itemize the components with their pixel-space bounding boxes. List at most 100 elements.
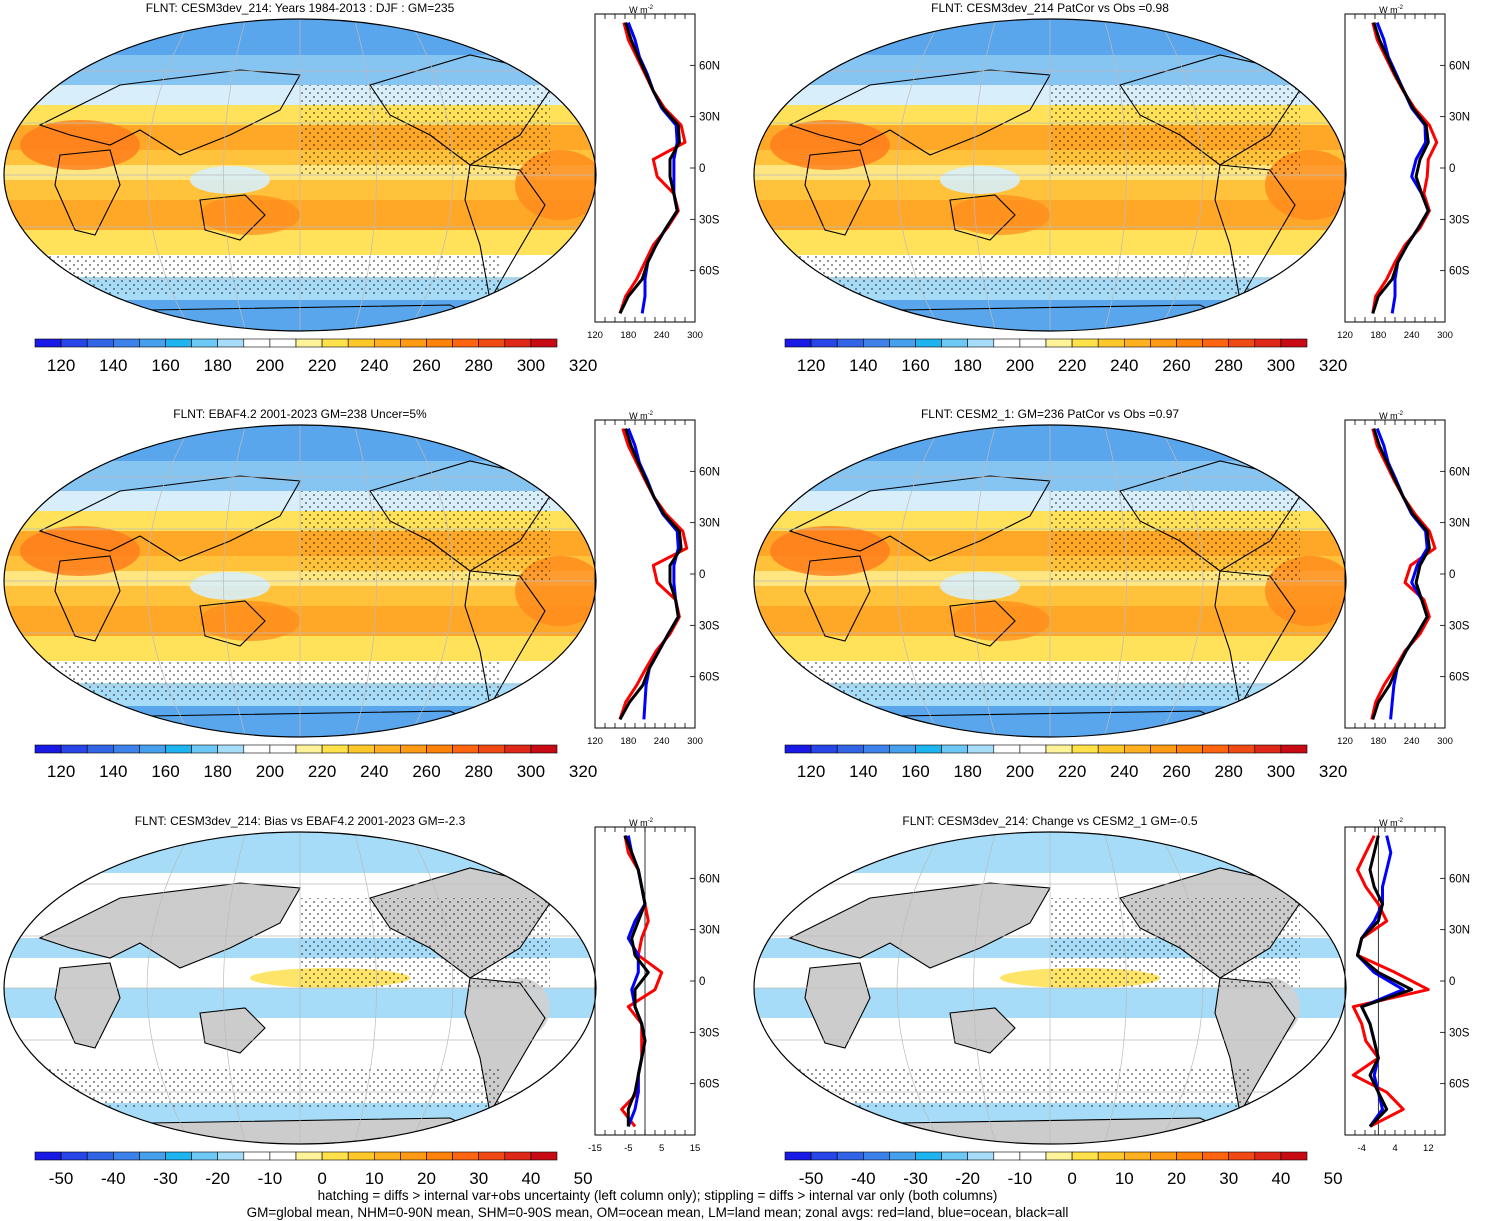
colorbar: 120 140 160 180 200 220 240 260 280 300 320	[784, 744, 1347, 781]
unit-label: W m-2	[1379, 818, 1403, 828]
y-tick-label: 30N	[699, 925, 720, 937]
series-line-ocean	[1375, 428, 1429, 720]
colorbar-tick-label: 120	[797, 356, 825, 375]
colorbar-tick-label: 20	[417, 1169, 436, 1188]
x-tick-label: 180	[620, 736, 636, 747]
unit-label: W m-2	[629, 411, 653, 421]
world-map	[3, 831, 597, 1145]
colorbar-tick-label: 10	[365, 1169, 384, 1188]
colorbar-tick-label: 140	[99, 762, 127, 781]
world-map	[753, 424, 1347, 738]
y-tick-label: 30S	[1449, 620, 1470, 632]
world-map	[753, 18, 1347, 332]
panel-3: FLNT: CESM2_1: GM=236 PatCor vs Obs =0.9…	[750, 406, 1485, 796]
y-tick-label: 60S	[1449, 1079, 1470, 1091]
colorbar-tick-label: 200	[256, 356, 284, 375]
y-tick-label: 60S	[699, 1079, 720, 1091]
colorbar-tick-label: 40	[1271, 1169, 1290, 1188]
zonal-mean-plot: 60N 30N 0 30S 60S 120 180 240 300 W m-2	[1337, 411, 1470, 747]
x-tick-label: -15	[588, 1143, 602, 1154]
colorbar-tick-label: 260	[412, 356, 440, 375]
x-tick-label: 15	[690, 1143, 701, 1154]
footer-line-2: GM=global mean, NHM=0-90N mean, SHM=0-90…	[246, 1205, 1069, 1220]
colorbar-tick-label: 300	[1267, 762, 1295, 781]
colorbar-tick-label: 220	[1058, 356, 1086, 375]
colorbar-tick-label: -20	[955, 1169, 980, 1188]
world-map	[3, 18, 597, 332]
zonal-mean-plot: 60N 30N 0 30S 60S 120 180 240 300 W m-2	[587, 5, 720, 341]
colorbar-tick-label: 140	[849, 356, 877, 375]
colorbar-tick-label: 280	[1215, 356, 1243, 375]
colorbar-tick-label: 320	[1319, 762, 1347, 781]
colorbar-tick-label: 320	[569, 356, 597, 375]
footer-line-1: hatching = diffs > internal var+obs unce…	[317, 1188, 998, 1203]
colorbar-tick-label: 160	[151, 356, 179, 375]
colorbar-tick-label: 160	[151, 762, 179, 781]
y-tick-label: 0	[1449, 569, 1455, 581]
x-tick-label: 300	[687, 330, 703, 341]
panel-5: FLNT: CESM3dev_214: Change vs CESM2_1 GM…	[750, 813, 1485, 1193]
colorbar-tick-label: 120	[47, 762, 75, 781]
y-tick-label: 60N	[1449, 873, 1470, 885]
panel-2: FLNT: EBAF4.2 2001-2023 GM=238 Uncer=5% …	[0, 406, 740, 796]
x-tick-label: 4	[1392, 1143, 1397, 1154]
colorbar-tick-label: 200	[1006, 356, 1034, 375]
y-tick-label: 60N	[699, 60, 720, 72]
map-title: FLNT: CESM3dev_214 PatCor vs Obs =0.98	[931, 1, 1169, 15]
x-tick-label: 300	[1437, 330, 1453, 341]
colorbar-tick-label: 240	[1110, 762, 1138, 781]
colorbar-tick-label: -30	[153, 1169, 178, 1188]
colorbar-tick-label: -50	[799, 1169, 824, 1188]
y-tick-label: 30S	[699, 214, 720, 226]
series-line-ocean	[1356, 835, 1405, 1128]
x-tick-label: 180	[1370, 330, 1386, 341]
colorbar-tick-label: 200	[1006, 762, 1034, 781]
colorbar-tick-label: 220	[308, 762, 336, 781]
colorbar-tick-label: 180	[204, 356, 232, 375]
y-tick-label: 60S	[1449, 266, 1470, 278]
y-tick-label: 0	[1449, 976, 1455, 988]
y-tick-label: 30S	[1449, 1027, 1470, 1039]
series-line-land	[618, 428, 689, 720]
series-line-all	[618, 428, 683, 721]
colorbar-tick-label: 0	[1067, 1169, 1076, 1188]
colorbar-tick-label: 200	[256, 762, 284, 781]
x-tick-label: -4	[1357, 1143, 1365, 1154]
colorbar-tick-label: 220	[308, 356, 336, 375]
map-title: FLNT: CESM3dev_214: Years 1984-2013 : DJ…	[145, 1, 455, 15]
y-tick-label: 0	[699, 976, 705, 988]
colorbar-tick-label: 20	[1167, 1169, 1186, 1188]
colorbar: 120 140 160 180 200 220 240 260 280 300 320	[34, 338, 597, 375]
unit-label: W m-2	[1379, 5, 1403, 15]
y-tick-label: 30S	[1449, 214, 1470, 226]
colorbar-tick-label: -20	[205, 1169, 230, 1188]
map-title: FLNT: EBAF4.2 2001-2023 GM=238 Uncer=5%	[173, 407, 427, 421]
x-tick-label: 5	[659, 1143, 664, 1154]
x-tick-label: 240	[654, 736, 670, 747]
y-tick-label: 30N	[699, 518, 720, 530]
y-tick-label: 30N	[699, 112, 720, 124]
colorbar-tick-label: 30	[1219, 1169, 1238, 1188]
y-tick-label: 0	[699, 163, 705, 175]
colorbar-tick-label: 40	[521, 1169, 540, 1188]
y-tick-label: 30N	[1449, 518, 1470, 530]
colorbar-tick-label: 260	[1162, 762, 1190, 781]
colorbar-tick-label: 280	[465, 762, 493, 781]
series-line-all	[618, 22, 681, 315]
colorbar-tick-label: 160	[901, 356, 929, 375]
y-tick-label: 30S	[699, 1027, 720, 1039]
y-tick-label: 60S	[699, 266, 720, 278]
colorbar-tick-label: 180	[954, 762, 982, 781]
x-tick-label: 180	[1370, 736, 1386, 747]
zonal-mean-plot: 60N 30N 0 30S 60S -15 -5 5 15 W m-2	[588, 818, 720, 1154]
colorbar: -50 -40 -30 -20 -10 0 10 20 30 40 50	[784, 1151, 1343, 1188]
colorbar-tick-label: 320	[569, 762, 597, 781]
colorbar-tick-label: 300	[517, 356, 545, 375]
y-tick-label: 60N	[699, 466, 720, 478]
y-tick-label: 60N	[699, 873, 720, 885]
unit-label: W m-2	[629, 818, 653, 828]
world-map	[753, 831, 1347, 1145]
colorbar-tick-label: 260	[412, 762, 440, 781]
x-tick-label: 120	[587, 736, 603, 747]
x-tick-label: 180	[620, 330, 636, 341]
